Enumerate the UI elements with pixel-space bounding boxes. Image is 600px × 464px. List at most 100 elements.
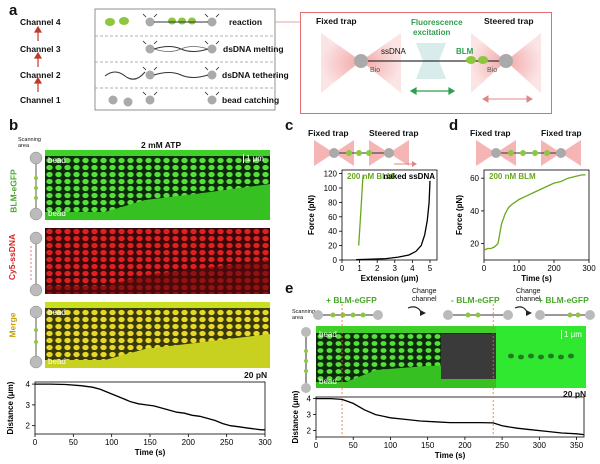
y-tick-label: 0: [333, 256, 338, 265]
x-tick-label: 0: [482, 264, 487, 273]
y-tick-label: 2: [307, 427, 312, 436]
panel-b-label: b: [9, 117, 19, 134]
panel-b-title: 2 mM ATP: [141, 140, 182, 150]
panel-e-label: e: [285, 280, 294, 297]
kymograph-e: bead bead 1 μm: [316, 326, 586, 388]
y-tick-label: 60: [328, 213, 337, 222]
y-tick-label: 80: [328, 198, 337, 207]
x-tick-label: 1: [357, 264, 362, 273]
y-tick-label: 60: [470, 174, 479, 183]
y-tick-label: 4: [307, 395, 312, 404]
legend-entry: naked ssDNA: [383, 172, 435, 181]
y-axis-label: Distance (μm): [291, 390, 300, 443]
label-cy5-ssdna: Cy5-ssDNA: [7, 233, 18, 281]
step-bead-catching: bead catching: [222, 95, 280, 105]
x-tick-label: 250: [220, 438, 234, 447]
label-merge: Merge: [7, 312, 18, 338]
x-tick-label: 0: [314, 441, 319, 450]
fixed-trap-label: Fixed trap: [316, 16, 357, 26]
bead-label-bottom-b1: bead: [48, 209, 66, 218]
y-tick-label: 120: [324, 170, 338, 179]
b-schematics: [29, 151, 43, 369]
d-trap-schematic: [476, 140, 581, 166]
plot-frame: [341, 169, 438, 261]
bead-label-bottom-b3: bead: [48, 357, 66, 366]
trap-diagram: Fixed trap Steered trap Fluorescence exc…: [300, 12, 552, 114]
x-tick-label: 150: [421, 441, 435, 450]
bead-label-top-b3: bead: [48, 308, 66, 317]
channel-1-label: Channel 1: [20, 95, 61, 105]
kymograph-green: bead bead 1 μm: [45, 150, 270, 220]
e-change2: Change channel: [516, 288, 541, 303]
y-tick-label: 4: [26, 380, 31, 389]
e-left-schematic: [301, 327, 311, 393]
e-step1: + BLM-eGFP: [326, 295, 377, 305]
plot-frame: [315, 396, 585, 438]
legend-entry: 200 nM BLM: [347, 172, 394, 181]
y-tick-label: 3: [307, 411, 312, 420]
series-line: [356, 180, 431, 261]
series-line: [358, 174, 364, 246]
blm-label: BLM: [456, 47, 474, 56]
y-tick-label: 3: [26, 401, 31, 410]
d-fixed-trap-left: Fixed trap: [470, 128, 511, 138]
y-axis-label: Distance (μm): [6, 381, 15, 434]
kymograph-merge: bead bead: [45, 302, 270, 368]
series-line: [483, 174, 586, 251]
x-tick-label: 200: [182, 438, 196, 447]
step-reaction: reaction: [229, 17, 263, 27]
x-axis-label: Extension (μm): [361, 274, 419, 283]
y-axis-label: Force (pN): [455, 195, 464, 235]
x-tick-label: 5: [428, 264, 433, 273]
x-tick-label: 200: [547, 264, 561, 273]
chart-c-force-extension: 0 1 2 3 4 5 0 20 40 60 80 100 120 Extension (μm) Force…: [307, 169, 438, 283]
x-tick-label: 300: [533, 441, 547, 450]
bio-left-label: Bio: [370, 67, 381, 74]
x-tick-label: 50: [349, 441, 358, 450]
y-tick-label: 20: [328, 242, 337, 251]
x-tick-label: 250: [495, 441, 509, 450]
channel-diagram: Channel 4 Channel 3 Channel 2 Channel 1: [0, 0, 300, 114]
step-dsdna-melting: dsDNA melting: [223, 44, 284, 54]
x-tick-label: 300: [258, 438, 272, 447]
scale-bar-e: 1 μm: [561, 330, 582, 339]
chart-d-force-time: 0 100 200 300 20 40 60 Time (s) Force (pN) 200 nM…: [455, 169, 596, 283]
x-tick-label: 200: [458, 441, 472, 450]
x-tick-label: 100: [512, 264, 526, 273]
x-axis-label: Time (s): [135, 448, 166, 457]
series-line: [35, 383, 265, 431]
step-dsdna-tethering: dsDNA tethering: [222, 70, 289, 80]
y-tick-label: 20: [470, 240, 479, 249]
legend-entry: 200 nM BLM: [489, 172, 536, 181]
fluorescence-label-1: Fluorescence: [411, 18, 463, 27]
d-fixed-trap-right: Fixed trap: [541, 128, 582, 138]
x-tick-label: 350: [570, 441, 584, 450]
e-change1: Change channel: [412, 288, 437, 303]
y-tick-label: 40: [470, 207, 479, 216]
panel-d-label: d: [449, 117, 459, 134]
label-blm-egfp: BLM-eGFP: [8, 169, 19, 213]
panel-c-label: c: [285, 117, 294, 134]
x-axis-label: Time (s): [521, 274, 552, 283]
channel-2-label: Channel 2: [20, 70, 61, 80]
series-line: [316, 397, 585, 436]
scanning-area-label-e: Scanning area: [292, 309, 315, 321]
x-tick-label: 2: [375, 264, 380, 273]
y-tick-label: 2: [26, 422, 31, 431]
c-steered-trap: Steered trap: [369, 128, 419, 138]
x-tick-label: 50: [69, 438, 78, 447]
fluorescence-label-2: excitation: [413, 28, 451, 37]
y-axis-label: Force (pN): [307, 195, 316, 235]
x-tick-label: 0: [33, 438, 38, 447]
x-tick-label: 4: [410, 264, 415, 273]
bead-label-top-b1: bead: [48, 156, 66, 165]
c-fixed-trap: Fixed trap: [308, 128, 349, 138]
y-tick-label: 100: [324, 184, 338, 193]
e-step3: + BLM-eGFP: [538, 295, 589, 305]
force-label-e: 20 pN: [563, 389, 587, 399]
panel-a-label: a: [9, 2, 18, 19]
x-axis-label: Time (s): [435, 451, 466, 460]
chart-b-distance: 0 50 100 150 200 250 300 2 3 4 Time (s) Distance (μ…: [6, 380, 272, 457]
kymograph-red: [45, 228, 270, 294]
y-tick-label: 40: [328, 227, 337, 236]
